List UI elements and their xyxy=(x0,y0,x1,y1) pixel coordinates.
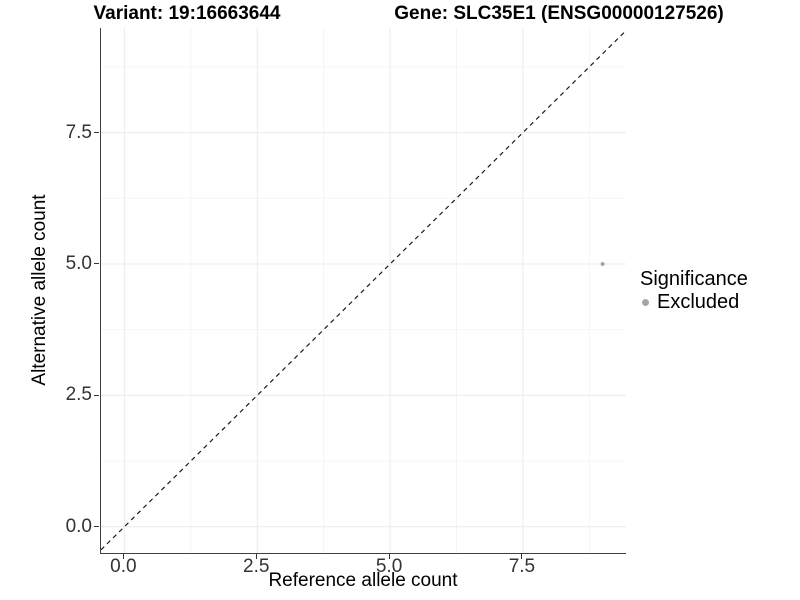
x-tick-mark xyxy=(388,554,390,559)
x-tick-mark xyxy=(122,554,124,559)
y-tick-mark xyxy=(94,394,99,396)
data-point xyxy=(600,261,605,266)
identity-line xyxy=(101,30,626,551)
x-tick-label: 0.0 xyxy=(110,556,137,577)
plot-title-variant: Variant: 19:16663644 xyxy=(93,3,281,24)
y-tick-label: 5.0 xyxy=(65,252,92,274)
x-axis-title: Reference allele count xyxy=(268,570,458,591)
legend-item-excluded: Excluded xyxy=(637,291,748,314)
x-tick-label: 5.0 xyxy=(375,556,403,577)
y-tick-mark xyxy=(94,526,99,528)
y-tick-label: 0.0 xyxy=(65,515,92,537)
x-tick-mark xyxy=(255,554,257,559)
y-tick-mark xyxy=(94,132,99,134)
legend-key-dot-icon xyxy=(642,299,649,306)
x-tick-label: 2.5 xyxy=(243,556,270,577)
legend: Significance Excluded xyxy=(637,268,748,314)
legend-item-label: Excluded xyxy=(657,291,740,313)
plot-panel xyxy=(100,28,626,554)
x-tick-mark xyxy=(521,554,523,559)
y-tick-label: 7.5 xyxy=(65,121,92,143)
y-tick-mark xyxy=(94,263,99,265)
legend-title: Significance xyxy=(640,268,748,290)
y-tick-label: 2.5 xyxy=(65,384,92,406)
plot-canvas xyxy=(101,28,626,553)
x-tick-label: 7.5 xyxy=(508,556,536,577)
y-axis-title: Alternative allele count xyxy=(29,194,50,386)
plot-title-gene: Gene: SLC35E1 (ENSG00000127526) xyxy=(394,3,724,24)
